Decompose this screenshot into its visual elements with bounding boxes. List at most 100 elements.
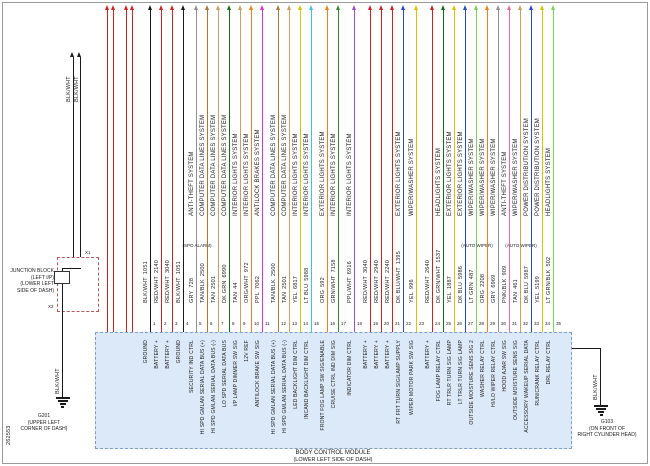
wire-color-label: GRY 728 [189,277,195,303]
wire-color-label: ORG/WHT 972 [244,262,250,303]
wire-line [278,10,280,332]
wire-color-label: TAN/BLK 2500 [271,263,277,303]
pin-function-label: FOG LAMP RELAY CTRL [436,340,442,402]
junction-block-label-line: (LEFT I/P) [31,274,54,281]
wire-color-label: BLK/WHT 1051 [176,261,182,303]
connector-id: X1 [85,250,91,255]
pin-number: 25 [446,321,452,326]
wire-color-label: RED/WHT 2140 [154,259,160,303]
system-destination-label: INTERIOR LIGHTS SYSTEM [347,133,353,216]
wire-color-label: LT BLU 5988 [304,267,310,303]
pin-number: 3 [175,321,178,326]
system-destination-label: HEADLIGHTS SYSTEM [436,147,442,216]
system-destination-label: POWER DISTRIBUTION SYSTEM [524,117,530,216]
pin-number: 8 [232,321,235,326]
fuse-symbol [54,271,70,284]
body-control-module-box [95,332,572,449]
wire-color-label: TAN/BLK 2500 [200,263,206,303]
ground-symbol-bar [596,408,606,410]
wire-line [172,10,174,332]
continuation-arrow [124,5,128,10]
continuation-arrow [276,5,280,10]
wire-line [207,10,209,332]
continuation-arrow [474,5,478,10]
continuation-arrow [540,5,544,10]
power-rail-wire [132,10,134,332]
pin-function-label: HOOD AJAR SW SIG [502,340,508,392]
wire-line [327,10,329,332]
continuation-arrow [216,5,220,10]
pin-number: 15 [314,321,320,326]
wire-line [509,10,511,332]
pin-number: 9 [243,321,246,326]
wire-color-label: ORG 2208 [480,273,486,303]
connector-id: X2 [48,304,54,309]
ground-symbol-bar [594,405,608,407]
pin-number: 14 [303,321,309,326]
continuation-arrow [414,5,418,10]
pin-function-label: BATTERY + [165,340,171,369]
pin-number: 13 [292,321,298,326]
system-destination-label: INTERIOR LIGHTS SYSTEM [233,133,239,216]
system-destination-label: WIPER/WASHER SYSTEM [480,138,486,216]
pin-function-label: LO SPD SERIAL DATA BUS [222,340,228,408]
continuation-arrow [463,5,467,10]
continuation-arrow [238,5,242,10]
continuation-arrow [496,5,500,10]
wire-line [229,10,231,332]
wire-line [218,10,220,332]
wire-line [487,10,489,332]
continuation-arrow [260,5,264,10]
wire-color-label: RED/WHT 2940 [374,259,380,303]
pin-function-label: CRUISE CTRL IND DIM SIG [331,340,337,409]
wire-line [311,10,313,332]
pin-number: 17 [341,321,347,326]
wire-line [183,10,185,332]
wire-line [432,10,434,332]
pin-number: 28 [479,321,485,326]
continuation-arrow [287,5,291,10]
junction-block-label: JUNCTION BLOCK (LEFT I/P) (LOWER LEFT SI… [8,268,54,294]
pin-number: 6 [210,321,213,326]
wire-note: (AUTO WIPER) [505,243,537,248]
system-destination-label: EXTERIOR LIGHTS SYSTEM [447,131,453,216]
wire-color-label: DK GRN 6990 [222,264,228,303]
wire-color-label: ORG 592 [320,277,326,303]
wire-line [465,10,467,332]
pin-function-label: BATTERY + [374,340,380,369]
wire-color-label: YEL 6817 [293,276,299,303]
wire-line [454,10,456,332]
continuation-arrow [401,5,405,10]
continuation-arrow [181,5,185,10]
continuation-arrow [111,5,115,10]
system-destination-label: EXTERIOR LIGHTS SYSTEM [458,131,464,216]
feed-wire [73,57,75,268]
pin-function-label: LT TRLR TURN SIG LAMP [458,340,464,405]
ground-location: (ON FRONT OF [588,425,625,432]
pin-number: 33 [534,321,540,326]
wire-color-label: DK BLU 5986 [458,265,464,303]
pin-number: 4 [186,321,189,326]
ground-wire [572,348,601,350]
continuation-arrow [159,5,163,10]
continuation-arrow [309,5,313,10]
pin-function-label: BATTERY + [385,340,391,369]
pin-number: 31 [512,321,518,326]
pin-function-label: OUTSIDE MOISTURE SENS SIG [513,340,519,421]
wire-line [370,10,372,332]
pin-function-label: 12V REF [244,340,250,362]
pin-number: 16 [330,321,336,326]
ground-symbol-bar [59,403,66,405]
pin-number: 27 [468,321,474,326]
continuation-arrow [298,5,302,10]
pin-function-label: BATTERY + [425,340,431,369]
system-destination-label: WIPER/WASHER SYSTEM [409,138,415,216]
wire-line [251,10,253,332]
system-destination-label: COMPUTER DATA LINES SYSTEM [200,114,206,216]
pin-function-label: I/P LAMP DIMMER SW SIG [233,340,239,407]
ground-symbol-bar [599,414,603,416]
continuation-arrow [325,5,329,10]
pin-number: 20 [384,321,390,326]
pin-function-label: INCAND BACKLIGHT DIM CTRL [304,340,310,419]
pin-function-label: RT TRLR TURN SIG LAMP [447,340,453,406]
